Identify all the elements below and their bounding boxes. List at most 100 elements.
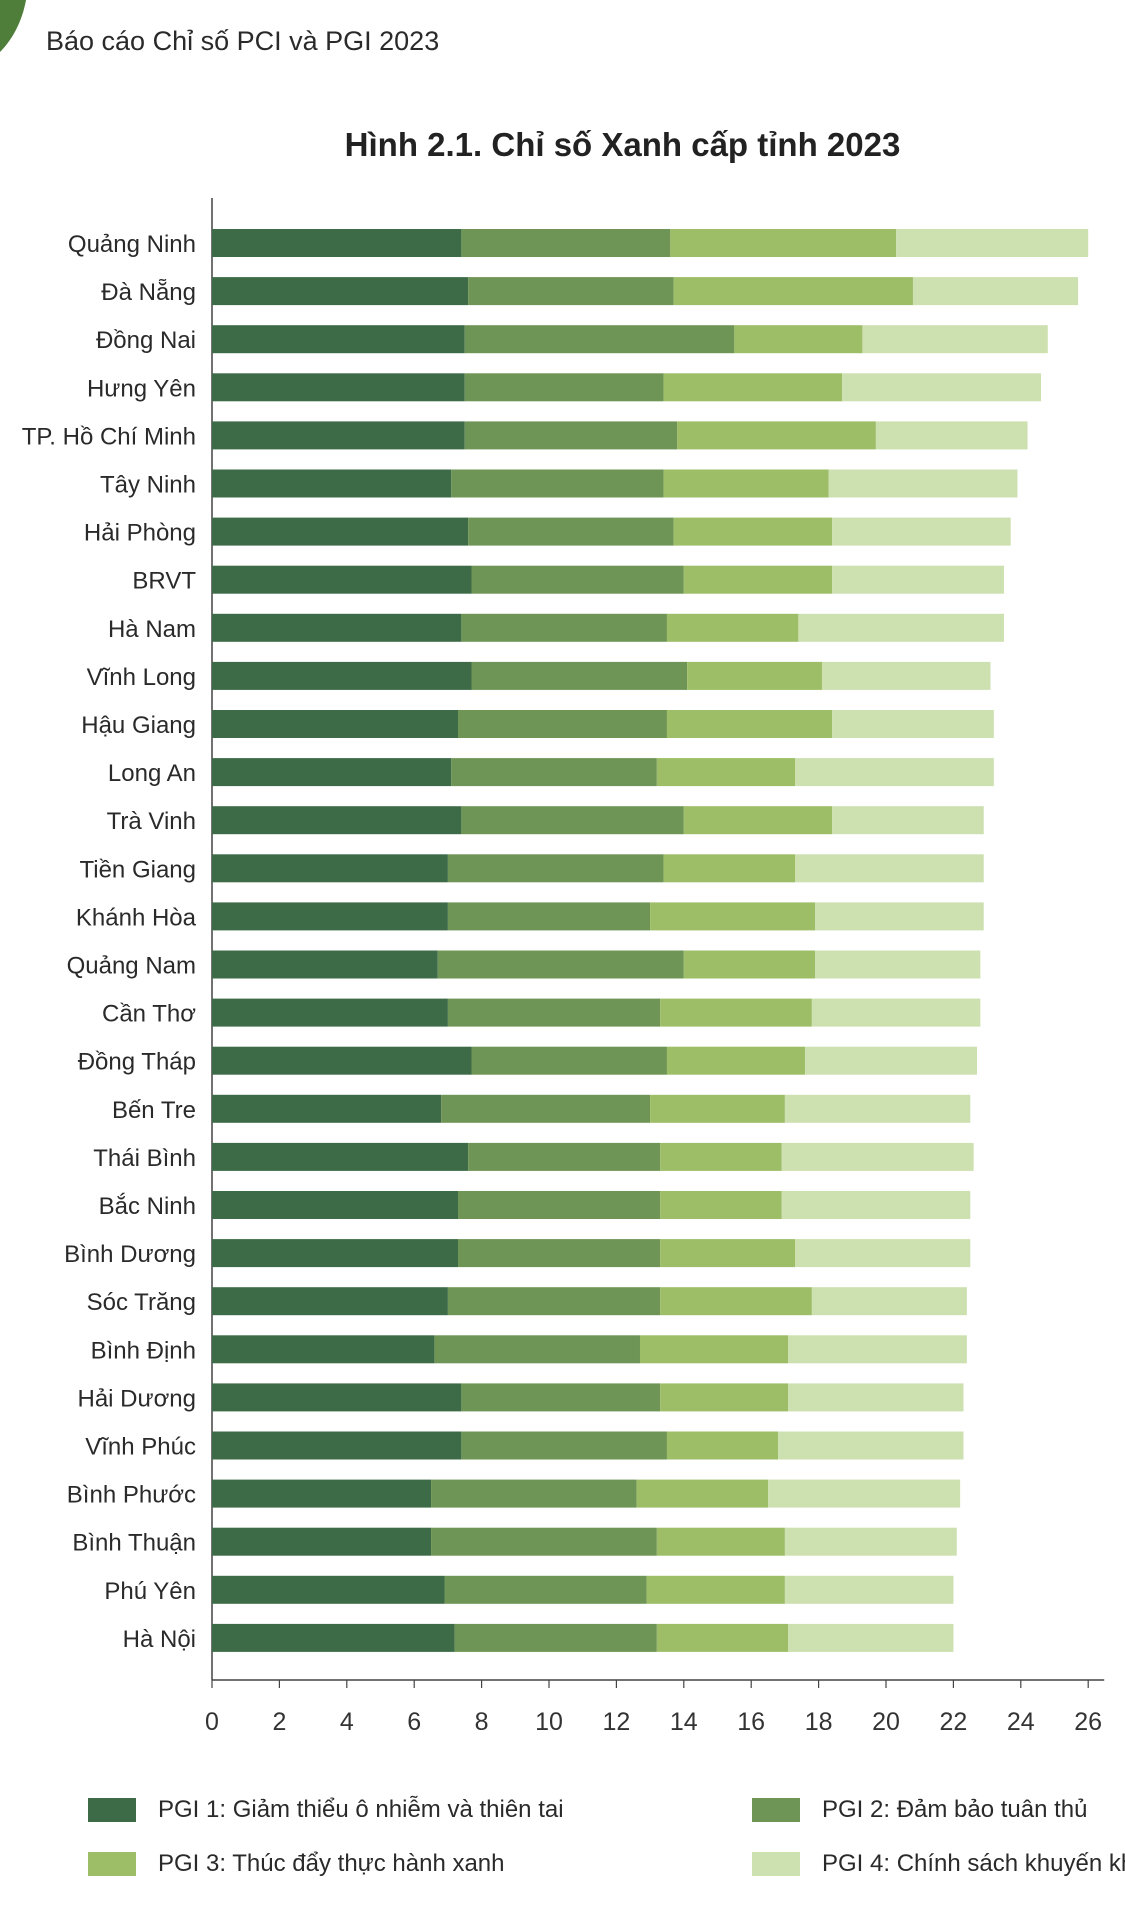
x-tick-label: 16 [737, 1708, 765, 1736]
category-label: Bình Thuận [72, 1530, 196, 1557]
bar-segment-pgi2 [447, 998, 661, 1027]
bar-segment-pgi3 [660, 1287, 812, 1316]
bar-segment-pgi1 [212, 710, 459, 738]
bar-segment-pgi2 [431, 1479, 637, 1508]
bar-segment-pgi1 [212, 469, 452, 498]
bar-segment-pgi2 [471, 661, 688, 690]
category-label: Bình Định [91, 1337, 196, 1364]
category-label: Cần Thơ [102, 1001, 196, 1028]
bar-segment-pgi2 [447, 902, 651, 931]
bar-segment-pgi3 [656, 1623, 789, 1652]
bar-segment-pgi4 [896, 229, 1089, 257]
bar-segment-pgi4 [832, 710, 994, 738]
x-tick-label: 22 [939, 1708, 967, 1736]
bar-segment-pgi2 [447, 854, 664, 883]
bar-segment-pgi4 [781, 1142, 974, 1171]
bar-segment-pgi1 [212, 1239, 459, 1268]
category-label: TP. Hồ Chí Minh [22, 423, 196, 450]
category-label: Vĩnh Long [87, 664, 196, 691]
bar-segment-pgi4 [832, 565, 1004, 594]
bar-segment-pgi2 [451, 758, 657, 787]
bar-segment-pgi1 [212, 1046, 472, 1075]
bar-segment-pgi2 [461, 229, 671, 257]
bar-segment-pgi4 [798, 613, 1004, 642]
bar-segment-pgi3 [673, 277, 913, 306]
bar-segment-pgi4 [795, 854, 984, 883]
x-tick-label: 12 [602, 1708, 630, 1736]
bar-segment-pgi3 [663, 854, 796, 883]
bar-segment-pgi4 [832, 517, 1011, 546]
bar-segment-pgi4 [828, 469, 1018, 498]
bar-segment-pgi4 [788, 1383, 964, 1412]
bar-segment-pgi1 [212, 950, 438, 979]
bar-segment-pgi3 [646, 1575, 785, 1604]
category-label: Bắc Ninh [99, 1193, 196, 1220]
bar-segment-pgi4 [795, 758, 994, 787]
legend-item: PGI 2: Đảm bảo tuân thủ [752, 1796, 1088, 1824]
bar-segment-pgi3 [666, 1431, 779, 1460]
bar-segment-pgi4 [805, 1046, 977, 1075]
bar-segment-pgi1 [212, 1479, 432, 1508]
bar-segment-pgi1 [212, 854, 448, 883]
bar-segment-pgi1 [212, 1287, 448, 1316]
bar-segment-pgi1 [212, 1335, 435, 1364]
bar-segment-pgi3 [656, 758, 796, 787]
category-label: Đà Nẵng [101, 278, 196, 306]
bar-segment-pgi4 [811, 1287, 967, 1316]
category-label: Đồng Nai [96, 327, 196, 354]
bar-segment-pgi3 [660, 1142, 782, 1171]
bar-segment-pgi2 [447, 1287, 661, 1316]
bar-segment-pgi3 [734, 325, 863, 354]
bar-segment-pgi4 [815, 902, 984, 931]
bar-segment-pgi2 [461, 1431, 667, 1460]
bar-segment-pgi1 [212, 902, 448, 931]
bar-segment-pgi4 [912, 277, 1079, 306]
category-label: Long An [108, 760, 196, 787]
bar-segment-pgi2 [458, 1191, 661, 1219]
bar-segment-pgi2 [458, 710, 667, 738]
bar-segment-pgi2 [471, 1046, 667, 1075]
chart-title: Hình 2.1. Chỉ số Xanh cấp tỉnh 2023 [344, 126, 901, 163]
category-label: Bến Tre [112, 1097, 196, 1124]
x-tick-label: 0 [205, 1708, 219, 1736]
report-header-title: Báo cáo Chỉ số PCI và PGI 2023 [46, 26, 440, 56]
x-tick-label: 20 [872, 1708, 900, 1736]
bar-segment-pgi1 [212, 565, 472, 594]
category-label: Tây Ninh [100, 472, 196, 499]
bar-segment-pgi1 [212, 277, 469, 306]
category-label: Khánh Hòa [76, 904, 197, 931]
category-label: Hải Phòng [84, 520, 196, 547]
x-tick-label: 24 [1007, 1708, 1035, 1736]
bar-segment-pgi3 [666, 710, 833, 738]
bar-segment-pgi1 [212, 517, 469, 546]
bar-segment-pgi2 [464, 421, 678, 450]
bar-segment-pgi2 [454, 1623, 657, 1652]
category-label: Đồng Tháp [78, 1049, 196, 1076]
bar-segment-pgi3 [650, 902, 816, 931]
x-tick-label: 18 [805, 1708, 833, 1736]
bar-segment-pgi3 [663, 373, 843, 402]
bar-segment-pgi3 [656, 1527, 785, 1556]
bar-segment-pgi1 [212, 1191, 459, 1219]
legend-label: PGI 1: Giảm thiểu ô nhiễm và thiên tai [158, 1796, 564, 1823]
bar-segment-pgi1 [212, 1431, 462, 1460]
category-label: Hậu Giang [81, 712, 196, 739]
x-tick-label: 26 [1074, 1708, 1102, 1736]
legend-label: PGI 3: Thúc đẩy thực hành xanh [158, 1850, 505, 1877]
legend-label: PGI 2: Đảm bảo tuân thủ [822, 1796, 1088, 1823]
bar-segment-pgi3 [683, 806, 833, 835]
category-label: Hà Nam [108, 616, 196, 643]
bar-segment-pgi2 [468, 517, 674, 546]
bar-segment-pgi3 [650, 1094, 785, 1123]
bar-segment-pgi3 [677, 421, 876, 450]
bar-segment-pgi1 [212, 373, 465, 402]
bar-segment-pgi3 [670, 229, 897, 257]
bar-segment-pgi1 [212, 1527, 432, 1556]
category-label: Sóc Trăng [87, 1289, 196, 1316]
bar-segment-pgi2 [461, 806, 684, 835]
x-tick-label: 14 [670, 1708, 698, 1736]
bar-segment-pgi2 [471, 565, 684, 594]
bar-segment-pgi3 [639, 1335, 789, 1364]
category-label: Hải Dương [77, 1385, 196, 1412]
